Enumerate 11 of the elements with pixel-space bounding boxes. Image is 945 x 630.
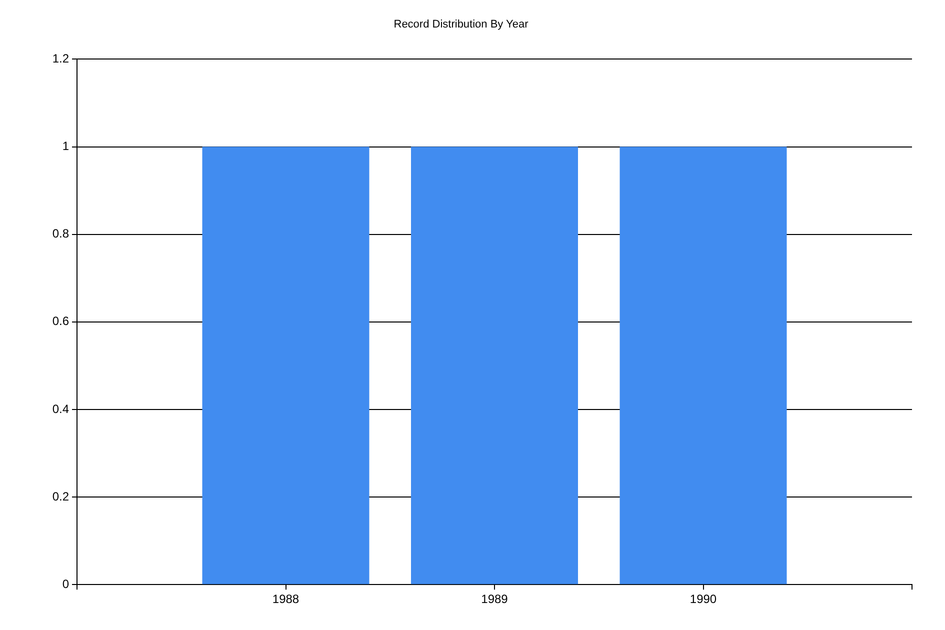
x-tick-label: 1988: [272, 592, 300, 606]
x-tick-label: 1989: [481, 592, 508, 606]
x-tick-label: 1990: [690, 592, 717, 606]
y-tick-label: 1: [62, 139, 70, 154]
y-tick-label: 0: [62, 576, 70, 591]
y-tick-label: 1.2: [52, 52, 70, 66]
y-tick-label: 0.6: [52, 314, 70, 328]
chart-title: Record Distribution By Year: [394, 18, 529, 31]
y-tick-label: 0.4: [52, 402, 70, 416]
y-tick-label: 0.2: [52, 489, 70, 504]
y-tick-label: 0.8: [52, 226, 70, 241]
